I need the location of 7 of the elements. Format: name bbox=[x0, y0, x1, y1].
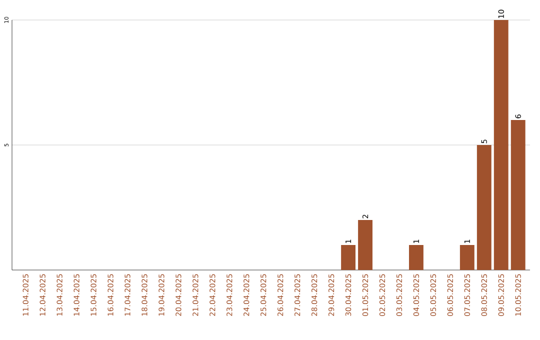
bar bbox=[510, 120, 526, 270]
bar bbox=[476, 145, 492, 270]
bar bbox=[494, 20, 508, 270]
bar bbox=[341, 245, 356, 270]
bar bbox=[409, 245, 424, 270]
bar bbox=[358, 220, 372, 270]
bar bbox=[460, 245, 474, 270]
